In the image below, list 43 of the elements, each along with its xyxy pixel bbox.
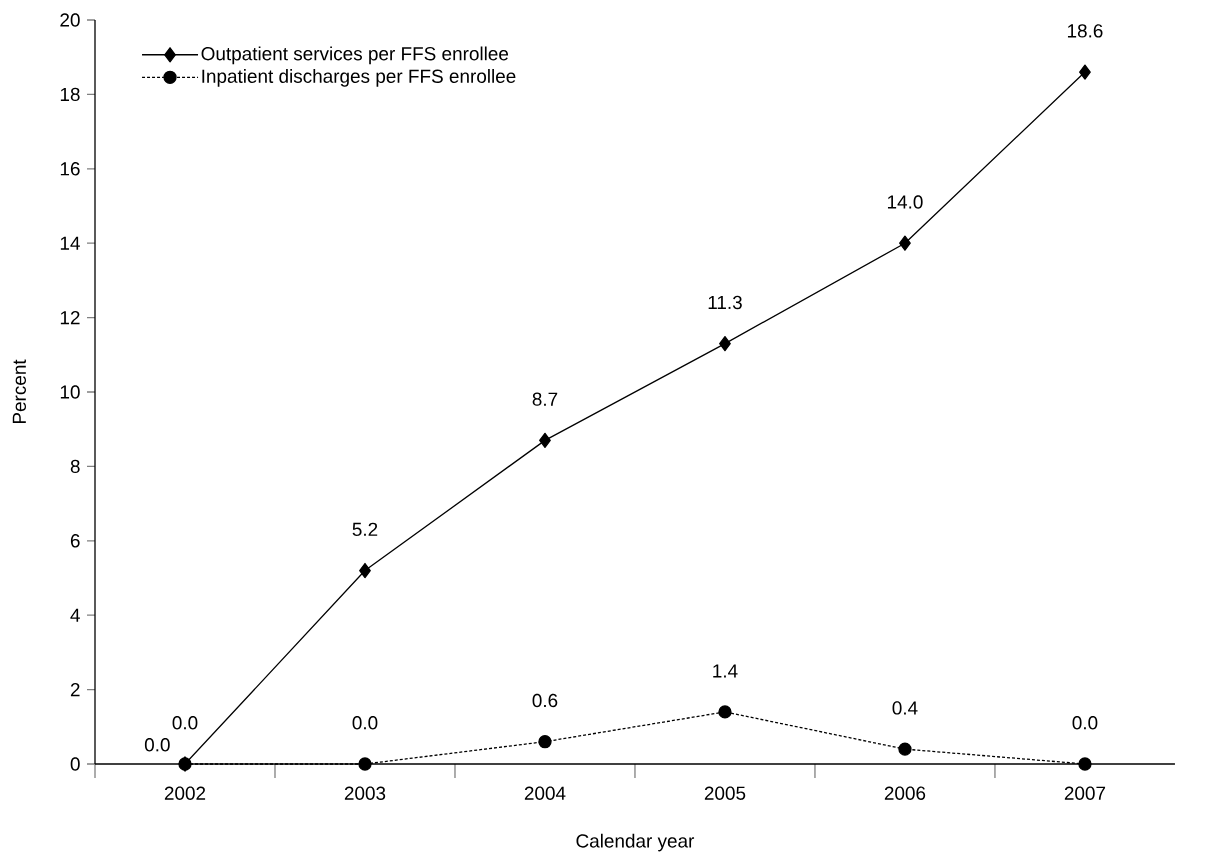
x-tick-label: 2007 [1064, 786, 1106, 800]
y-tick-label: 4 [70, 608, 80, 622]
point [899, 235, 911, 251]
legend-label: Inpatient discharges per FFS enrollee [202, 69, 516, 87]
point [1079, 64, 1091, 80]
y-tick-label: 6 [70, 534, 80, 548]
y-tick-label: 0 [70, 757, 80, 771]
x-tick-label: 2003 [344, 786, 386, 800]
data-label: 1.4 [713, 664, 738, 678]
y-tick-label: 20 [60, 13, 80, 27]
data-label: 0.0 [172, 716, 198, 730]
x-axis-title: Calendar year [576, 833, 695, 852]
y-tick-label: 10 [60, 385, 80, 399]
x-tick-label: 2004 [524, 786, 566, 800]
data-label: 5.2 [352, 522, 378, 537]
point [898, 742, 912, 756]
point [718, 705, 732, 719]
point [358, 757, 372, 771]
legend-label: Outpatient services per FFS enrollee [201, 46, 509, 65]
data-label: 0.0 [144, 738, 170, 752]
data-label: 0.4 [892, 701, 918, 715]
x-tick-label: 2006 [884, 786, 926, 800]
x-tick-label: 2005 [704, 786, 746, 800]
x-tick-label: 2002 [164, 786, 206, 800]
y-tick-label: 2 [70, 682, 80, 697]
data-label: 0.0 [352, 716, 378, 730]
y-tick-label: 18 [60, 87, 80, 102]
data-label: 8.7 [532, 392, 558, 406]
data-label: 18.6 [1067, 24, 1103, 38]
y-tick-label: 16 [60, 162, 80, 176]
y-axis-title: Percent [12, 359, 26, 424]
y-tick-label: 12 [60, 310, 80, 325]
y-tick-label: 14 [60, 236, 80, 250]
data-label: 0.6 [532, 693, 558, 708]
data-label: 0.0 [1072, 716, 1098, 730]
point [719, 335, 731, 352]
point [359, 562, 371, 579]
point [538, 735, 552, 749]
y-tick-label: 8 [70, 459, 80, 474]
point [1078, 757, 1092, 771]
data-label: 14.0 [887, 195, 923, 209]
point [539, 432, 551, 449]
data-label: 11.3 [708, 295, 742, 310]
